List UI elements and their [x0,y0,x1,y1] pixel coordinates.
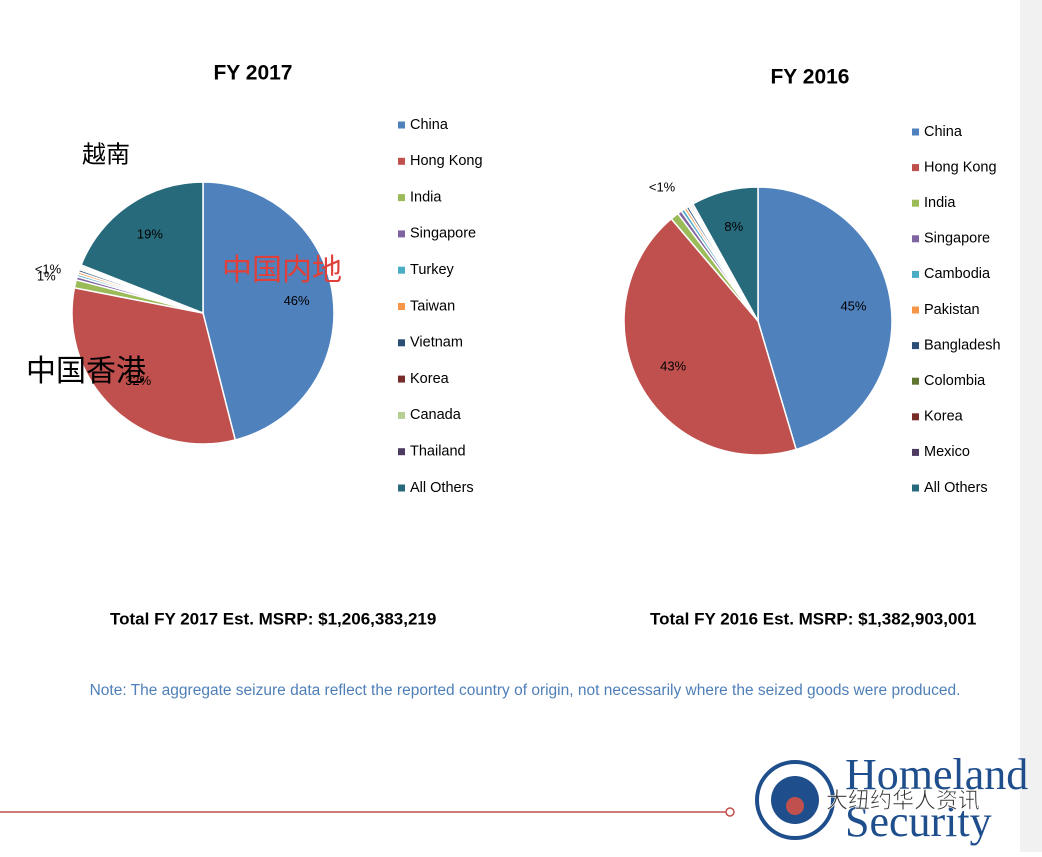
data-label: 46% [284,293,310,308]
annotation: 中国内地 [222,254,342,287]
legend-swatch [398,266,405,274]
legend-label: Taiwan [410,298,455,314]
legend-label: Bangladesh [924,337,1001,353]
pie-slice [757,186,893,451]
legend-swatch [912,342,919,350]
legend-label: Singapore [410,226,476,242]
total: Total FY 2016 Est. MSRP: $1,382,903,001 [650,609,976,628]
legend-label: Pakistan [924,302,980,318]
legend-label: Vietnam [410,335,463,351]
legend-swatch [398,194,405,202]
legend-label: Hong Kong [410,153,483,169]
legend-label: Turkey [410,262,455,278]
data-label: <1% [35,262,62,277]
rule-end [725,807,735,817]
logo-text: Homeland [845,750,1028,799]
pie-slice [71,286,237,445]
legend-label: Colombia [924,373,986,389]
legend-swatch [912,235,919,243]
chart-title: FY 2017 [213,62,292,85]
side-strip [1020,0,1042,852]
data-label: 45% [840,299,866,314]
legend-label: Canada [410,407,462,423]
legend-swatch [912,164,919,172]
legend-swatch [912,413,919,421]
legend-label: Korea [924,409,964,425]
annotation: 越南 [82,141,130,168]
legend-swatch [912,377,919,385]
pie-slice [623,217,798,456]
logo-text: Security [845,797,992,846]
legend-label: China [924,124,963,140]
pie-slice [80,181,204,315]
legend-label: All Others [410,480,474,496]
legend-swatch [398,448,405,456]
legend-label: Singapore [924,231,990,247]
data-label: 1% [37,269,56,284]
legend-swatch [912,199,919,207]
legend-swatch [398,121,405,129]
legend-label: India [924,195,956,211]
total: Total FY 2017 Est. MSRP: $1,206,383,219 [110,609,436,628]
note: Note: The aggregate seizure data reflect… [90,682,961,699]
data-label: 32% [125,373,151,388]
chart-title: FY 2016 [770,66,849,89]
data-label: 8% [724,219,743,234]
legend-label: Korea [410,371,450,387]
legend-swatch [912,448,919,456]
legend-label: India [410,189,442,205]
legend-label: Cambodia [924,266,991,282]
legend-swatch [398,303,405,310]
legend-swatch [912,128,919,136]
legend-swatch [912,270,919,278]
watermark: 大纽约华人资讯 [826,788,980,813]
pie-slice [691,186,759,324]
data-label: <1% [649,179,676,194]
legend-swatch [398,230,405,238]
legend-swatch [398,339,405,347]
legend-swatch [398,157,405,165]
legend-label: All Others [924,480,988,496]
legend-label: Mexico [924,444,970,460]
legend-swatch [398,375,405,383]
legend-label: Hong Kong [924,159,997,175]
legend-swatch [398,484,405,492]
legend-label: China [410,117,449,133]
legend-swatch [912,306,919,314]
legend-swatch [912,484,919,492]
pie-slice [202,181,335,441]
legend-swatch [398,411,405,419]
data-label: 43% [660,358,686,373]
annotation: 中国香港 [26,355,146,388]
legend-label: Thailand [410,444,466,460]
data-label: 19% [137,226,163,241]
seal-shield [786,797,804,815]
